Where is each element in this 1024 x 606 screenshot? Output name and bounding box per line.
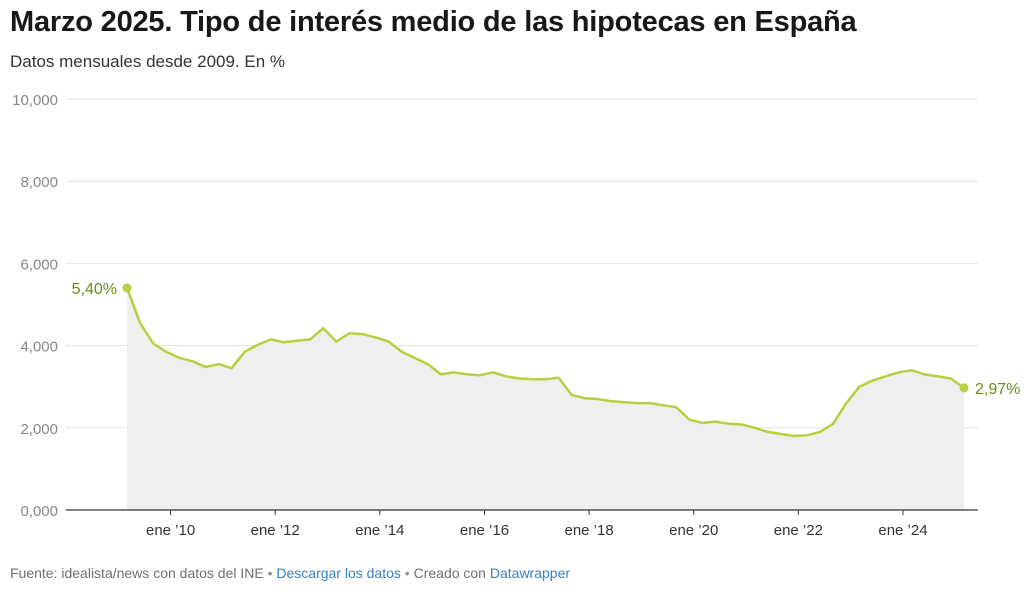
x-tick-label: ene ’20	[669, 522, 718, 539]
y-tick-label: 0,000	[20, 503, 58, 520]
footer: Fuente: idealista/news con datos del INE…	[10, 565, 570, 581]
datawrapper-link[interactable]: Datawrapper	[489, 565, 571, 581]
footer-separator: •	[267, 565, 273, 581]
area-chart: 0,000 2,000 4,000 6,000 8,000 10,000 ene ’10 en…	[12, 92, 1021, 539]
endpoint-value-label: 5,40%	[72, 281, 117, 298]
x-tick-label: ene ’24	[878, 522, 927, 539]
x-tick-label: ene ’14	[355, 522, 404, 539]
x-tick-label: ene ’12	[251, 522, 300, 539]
y-tick-label: 8,000	[20, 174, 58, 191]
source-text: Fuente: idealista/news con datos del INE	[10, 565, 264, 581]
area-fill	[127, 288, 964, 510]
download-data-link[interactable]: Descargar los datos	[276, 565, 401, 581]
annotation-labels: 5,40% 2,97%	[72, 281, 1021, 398]
chart-title: Marzo 2025. Tipo de interés medio de las…	[10, 6, 857, 38]
y-tick-label: 2,000	[20, 421, 58, 438]
y-tick-label: 10,000	[12, 92, 58, 109]
axis-labels: 0,000 2,000 4,000 6,000 8,000 10,000 ene ’10 en…	[12, 92, 927, 539]
chart-subtitle: Datos mensuales desde 2009. En %	[10, 52, 286, 71]
x-tick-label: ene ’16	[460, 522, 509, 539]
y-tick-label: 6,000	[20, 256, 58, 273]
x-tick-label: ene ’10	[146, 522, 195, 539]
footer-separator: •	[404, 565, 410, 581]
x-tick-label: ene ’22	[774, 522, 823, 539]
endpoint-value-label: 2,97%	[975, 381, 1020, 398]
series-line	[125, 286, 966, 438]
endpoint-marker	[122, 283, 132, 293]
area-layer	[66, 286, 978, 511]
y-tick-label: 4,000	[20, 339, 58, 356]
created-with-text: Creado con	[413, 565, 486, 581]
endpoint-marker	[959, 383, 969, 393]
x-tick-label: ene ’18	[564, 522, 613, 539]
